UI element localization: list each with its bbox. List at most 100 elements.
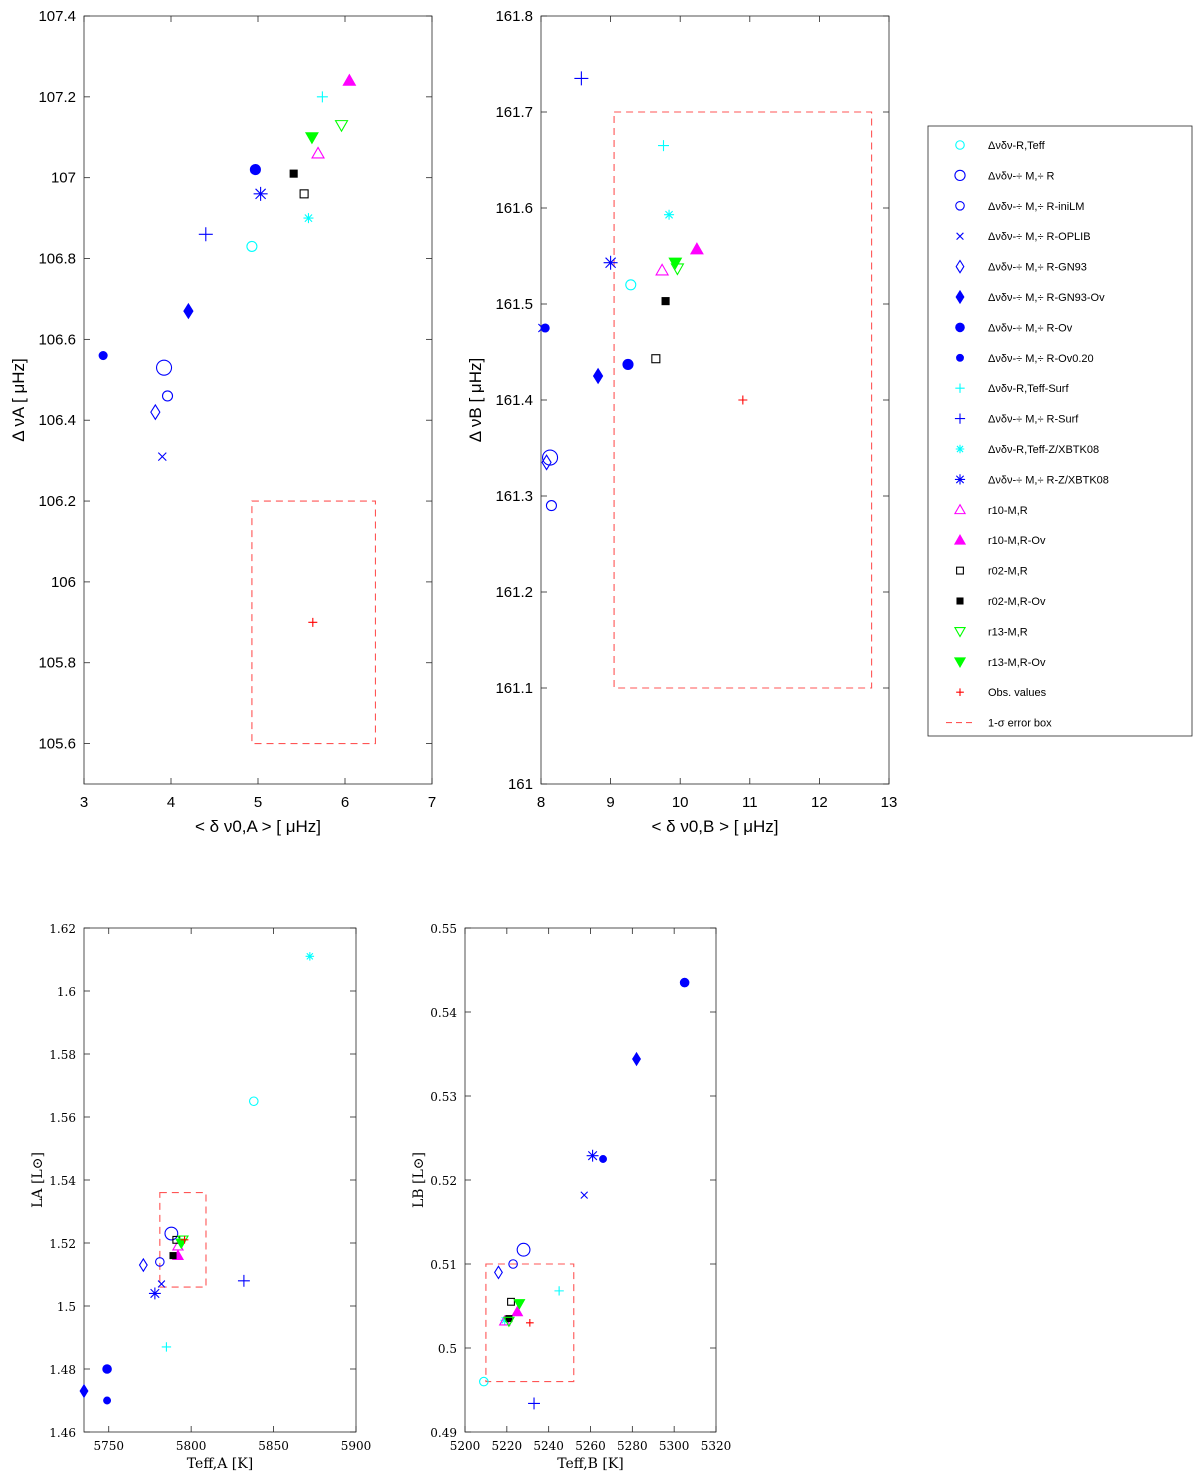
x-tick-label: 5200 — [450, 1439, 481, 1453]
y-tick-label: 1.56 — [49, 1111, 76, 1125]
legend-label: Δνδν-R,Teff-Surf — [988, 383, 1069, 395]
data-point-DM-Surf — [574, 71, 589, 86]
data-point-DR-Surf — [554, 1286, 564, 1296]
y-tick-label: 1.52 — [49, 1237, 76, 1251]
data-point-r02Ov — [289, 169, 298, 178]
y-tick-label: 1.54 — [49, 1174, 76, 1188]
legend-marker-r13 — [953, 627, 967, 638]
data-point-r13 — [334, 120, 349, 133]
y-tick-label: 105.8 — [38, 655, 76, 672]
data-point-r02Ov — [505, 1315, 513, 1323]
plot-frame — [464, 927, 717, 1433]
data-point-r13Ov — [175, 1238, 188, 1250]
legend-label: Δνδν-÷ M,÷ R-Surf — [988, 414, 1079, 426]
x-axis-label: Teff,B [K] — [557, 1456, 624, 1472]
legend-label: Δνδν-÷ M,÷ R-OPLIB — [988, 231, 1091, 243]
legend-label: Δνδν-÷ M,÷ R-Z/XBTK08 — [988, 474, 1109, 486]
y-tick-label: 0.49 — [430, 1426, 457, 1440]
y-tick-label: 1.6 — [57, 985, 76, 999]
y-tick-label: 161.1 — [495, 680, 533, 697]
y-tick-label: 0.53 — [430, 1090, 457, 1104]
y-tick-label: 0.52 — [430, 1174, 457, 1188]
y-tick-label: 0.51 — [430, 1258, 457, 1272]
data-point-DM-OPLIB — [580, 1191, 589, 1199]
data-point-r13Ov — [668, 257, 683, 270]
chart-B-seismic: 8 9 10 11 12 13 161 161.1 161.2 161.3 161.4 161.5 16… — [466, 8, 897, 836]
legend-label: r10-M,R — [988, 505, 1028, 517]
y-tick-label: 106.6 — [38, 331, 76, 348]
data-point-DM-GN93 — [493, 1265, 503, 1280]
data-point-DM-Ov — [102, 1364, 112, 1374]
data-point-DM-Ov020 — [540, 323, 550, 333]
data-point-r02 — [651, 354, 661, 364]
data-point-r10 — [311, 146, 325, 159]
legend-marker-DM-OPLIB — [956, 232, 964, 240]
legend-label: 1-σ error box — [988, 718, 1052, 730]
x-tick-label: 5220 — [492, 1439, 523, 1453]
chart-panels: 3 4 5 6 7 105.6 105.8 106 106.2 106.4 106.6 106.8 10… — [9, 8, 897, 1472]
data-point-DM-Surf — [237, 1274, 250, 1287]
legend-marker-DM-Surf — [954, 413, 966, 424]
legend-frame — [927, 125, 1193, 737]
legend-label: Δνδν-R,Teff-Z/XBTK08 — [988, 444, 1099, 456]
data-point-DM-Ov — [679, 977, 690, 988]
legend-label: Δνδν-÷ M,÷ R-Ov0.20 — [988, 353, 1094, 365]
data-point-DM-OPLIB — [157, 452, 167, 461]
data-point-DR-Teff — [248, 1096, 259, 1107]
data-point-DR-Surf — [657, 140, 669, 152]
y-tick-label: 161.7 — [495, 104, 533, 121]
y-tick-label: 1.58 — [49, 1048, 76, 1062]
y-tick-label: 0.54 — [430, 1006, 457, 1020]
legend-marker-r02Ov — [956, 597, 964, 605]
data-point-r02 — [299, 189, 309, 199]
y-tick-label: 106.4 — [38, 412, 76, 429]
y-tick-label: 161.6 — [495, 200, 533, 217]
y-tick-label: 161 — [508, 776, 533, 793]
error-box — [159, 1192, 207, 1288]
error-box — [485, 1263, 575, 1383]
data-point-DM-iniLM — [508, 1259, 518, 1269]
data-point-DM-iniLM — [161, 390, 174, 402]
data-point-DM-GN93 — [150, 403, 161, 421]
x-tick-label: 5240 — [533, 1439, 564, 1453]
legend-label: Δνδν-R,Teff — [988, 140, 1046, 152]
data-point-DR-BTK — [305, 952, 315, 961]
data-point-DM-Ov020 — [103, 1396, 112, 1405]
data-point-r10Ov — [511, 1305, 524, 1317]
data-point-DM-Surf — [198, 227, 213, 242]
legend-label: r13-M,R — [988, 626, 1028, 638]
plot-frame — [83, 927, 357, 1433]
x-tick-label: 5260 — [575, 1439, 606, 1453]
legend-label: r10-M,R-Ov — [988, 535, 1046, 547]
y-tick-label: 1.48 — [49, 1363, 76, 1377]
y-tick-label: 161.5 — [495, 296, 533, 313]
legend-marker-DM-iniLM — [955, 201, 965, 211]
data-point-DM-BTK — [148, 1287, 161, 1300]
data-point-r10 — [655, 263, 670, 276]
legend-label: Δνδν-÷ M,÷ R-Ov — [988, 322, 1073, 334]
y-tick-label: 106 — [51, 574, 76, 591]
y-tick-label: 161.4 — [495, 392, 533, 409]
plot-frame — [540, 15, 890, 785]
chart-A-seismic: 3 4 5 6 7 105.6 105.8 106 106.2 106.4 106.6 106.8 10… — [9, 8, 436, 836]
data-point-r10Ov — [689, 242, 704, 255]
y-tick-label: 107.2 — [38, 89, 76, 106]
data-point-DR-Teff — [625, 279, 637, 291]
chart-B-hr: 5200 5220 5240 5260 5280 5300 5320 0.49 0.5 0.51 0… — [411, 922, 731, 1472]
y-tick-label: 107 — [51, 170, 76, 187]
x-tick-label: 6 — [341, 794, 349, 811]
x-axis-label: < δ ν0,A > [ μHz] — [195, 817, 321, 836]
x-tick-label: 10 — [672, 794, 689, 811]
data-point-DM-Surf — [528, 1397, 540, 1410]
legend-marker-r10Ov — [953, 533, 967, 545]
legend-marker-DM-GN93 — [955, 259, 965, 274]
legend-marker-DM-R — [954, 169, 966, 182]
y-tick-label: 1.5 — [57, 1300, 76, 1314]
error-box — [251, 500, 377, 745]
legend-marker-DR-Teff — [955, 140, 965, 150]
data-point-r13Ov — [304, 132, 319, 145]
legend-label: r13-M,R-Ov — [988, 657, 1046, 669]
data-point-r02Ov — [169, 1252, 177, 1260]
legend-marker-r10 — [953, 503, 967, 515]
data-point-DM-GN93Ov — [632, 1051, 641, 1067]
